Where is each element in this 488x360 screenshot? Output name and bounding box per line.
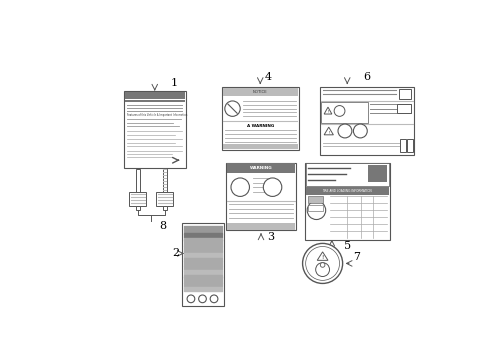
Bar: [182, 222, 224, 306]
Circle shape: [315, 263, 329, 276]
Text: !: !: [327, 131, 329, 135]
Bar: [123, 91, 185, 168]
Circle shape: [230, 178, 249, 197]
Polygon shape: [317, 252, 327, 260]
Bar: [321, 102, 367, 123]
Text: WARNING: WARNING: [249, 166, 272, 170]
Text: NOTICE: NOTICE: [252, 90, 267, 94]
Circle shape: [353, 124, 366, 138]
Text: 1: 1: [170, 78, 177, 88]
Bar: [226, 222, 294, 230]
Bar: [129, 192, 146, 206]
Text: 7: 7: [352, 252, 359, 262]
Text: TIRE AND LOADING INFORMATION: TIRE AND LOADING INFORMATION: [322, 189, 371, 193]
Circle shape: [320, 263, 324, 267]
Text: 8: 8: [159, 221, 165, 231]
Bar: [305, 163, 388, 186]
Bar: [163, 169, 167, 192]
Bar: [396, 104, 410, 113]
Bar: [124, 92, 184, 99]
Bar: [226, 163, 294, 172]
Bar: [320, 87, 413, 155]
Bar: [222, 144, 297, 149]
Bar: [367, 165, 386, 182]
Text: 3: 3: [266, 232, 273, 242]
Text: !: !: [321, 255, 323, 260]
Bar: [163, 206, 167, 210]
Text: 2: 2: [172, 248, 180, 258]
Bar: [305, 163, 389, 239]
Bar: [136, 206, 140, 210]
Polygon shape: [324, 107, 331, 114]
Bar: [124, 100, 184, 103]
Bar: [307, 197, 323, 203]
Bar: [398, 89, 410, 99]
Bar: [407, 139, 412, 152]
Circle shape: [305, 247, 339, 280]
Circle shape: [198, 295, 206, 303]
Bar: [307, 205, 323, 211]
Bar: [305, 187, 388, 195]
Bar: [222, 88, 297, 95]
Circle shape: [224, 101, 240, 116]
Text: Features of this Vehicle & Important Information: Features of this Vehicle & Important Inf…: [127, 113, 187, 117]
Text: !: !: [326, 110, 328, 114]
Circle shape: [263, 178, 281, 197]
Bar: [400, 139, 405, 152]
Circle shape: [210, 295, 218, 303]
Circle shape: [306, 201, 325, 220]
Text: A WARNING: A WARNING: [246, 123, 273, 127]
Text: 5: 5: [343, 241, 350, 251]
Bar: [226, 163, 295, 230]
Bar: [127, 112, 182, 117]
Text: 6: 6: [362, 72, 369, 82]
Bar: [136, 169, 140, 192]
Circle shape: [302, 243, 342, 283]
Text: 4: 4: [264, 72, 271, 82]
Polygon shape: [324, 127, 333, 135]
Bar: [221, 87, 298, 150]
Circle shape: [333, 105, 344, 116]
Bar: [156, 192, 173, 206]
Circle shape: [187, 295, 194, 303]
Circle shape: [337, 124, 351, 138]
